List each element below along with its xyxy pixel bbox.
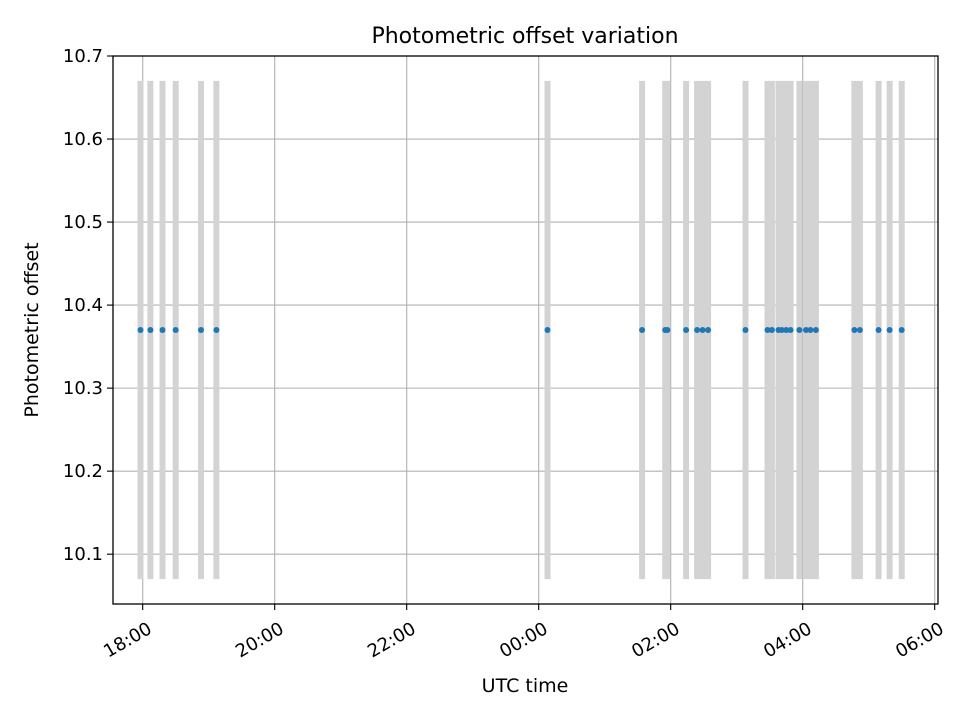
y-tick-label: 10.3 (63, 378, 103, 399)
data-point (787, 327, 794, 333)
y-axis-label: Photometric offset (21, 242, 43, 417)
y-tick-label: 10.6 (63, 129, 103, 150)
data-point (764, 327, 771, 333)
data-point (664, 327, 671, 333)
data-point (639, 327, 646, 333)
y-tick-label: 10.2 (63, 461, 103, 482)
data-point (198, 327, 204, 333)
y-tick-label: 10.7 (63, 46, 103, 67)
data-point (768, 327, 775, 333)
data-point (172, 327, 179, 333)
data-point (898, 327, 905, 333)
data-point (796, 327, 803, 333)
data-point (137, 327, 144, 333)
data-point (807, 327, 814, 333)
data-point (699, 327, 706, 333)
y-tick-label: 10.1 (63, 544, 103, 565)
data-point (778, 327, 785, 333)
data-point (705, 327, 712, 333)
chart-title: Photometric offset variation (371, 24, 678, 49)
point-layer (137, 327, 905, 333)
data-point (742, 327, 749, 333)
data-point (159, 327, 166, 333)
data-point (803, 327, 809, 333)
data-point (886, 327, 893, 333)
data-point (783, 327, 790, 333)
data-point (875, 327, 882, 333)
data-point (812, 327, 819, 333)
x-axis-label: UTC time (482, 675, 569, 697)
data-point (856, 327, 863, 333)
data-point (683, 327, 690, 333)
data-point (544, 327, 551, 333)
plot-frame (112, 55, 939, 605)
data-point (213, 327, 220, 333)
data-point (147, 327, 154, 333)
data-point (694, 327, 701, 333)
y-tick-label: 10.5 (63, 212, 103, 233)
data-point (851, 327, 858, 333)
y-tick-label: 10.4 (63, 295, 103, 316)
